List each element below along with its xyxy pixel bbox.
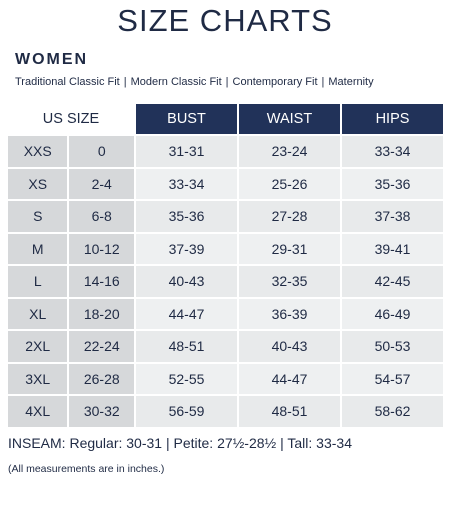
hips-cell: 39-41 [342,233,443,264]
table-row: S 6-8 35-36 27-28 37-38 [8,201,443,232]
bust-cell: 33-34 [136,168,237,199]
header-us-size: US SIZE [8,104,134,134]
hips-cell: 58-62 [342,396,443,427]
bust-cell: 31-31 [136,136,237,167]
size-number-cell: 6-8 [69,201,134,232]
hips-cell: 46-49 [342,298,443,329]
bust-cell: 35-36 [136,201,237,232]
size-label-cell: XS [8,168,68,199]
fit-separator: | [321,76,325,88]
waist-cell: 29-31 [239,233,340,264]
fit-separator: | [123,76,127,88]
size-number-cell: 0 [69,136,134,167]
waist-cell: 25-26 [239,168,340,199]
size-label-cell: XXS [8,136,68,167]
hips-cell: 42-45 [342,266,443,297]
table-header-row: US SIZE BUST WAIST HIPS [8,104,443,134]
size-number-cell: 10-12 [69,233,134,264]
waist-cell: 44-47 [239,363,340,394]
waist-cell: 32-35 [239,266,340,297]
size-number-cell: 14-16 [69,266,134,297]
measurement-note: (All measurements are in inches.) [8,463,165,475]
header-hips: HIPS [342,104,443,134]
size-number-cell: 22-24 [69,331,134,362]
fit-list: Traditional Classic Fit | Modern Classic F… [15,76,374,88]
bust-cell: 40-43 [136,266,237,297]
hips-cell: 33-34 [342,136,443,167]
size-number-cell: 30-32 [69,396,134,427]
table-row: 4XL 30-32 56-59 48-51 58-62 [8,396,443,427]
table-row: L 14-16 40-43 32-35 42-45 [8,266,443,297]
size-label-cell: M [8,233,68,264]
bust-cell: 37-39 [136,233,237,264]
size-label-cell: 3XL [8,363,68,394]
waist-cell: 23-24 [239,136,340,167]
size-label-cell: 4XL [8,396,68,427]
table-row: XXS 0 31-31 23-24 33-34 [8,136,443,167]
waist-cell: 48-51 [239,396,340,427]
page-title: SIZE CHARTS [117,3,333,38]
bust-cell: 56-59 [136,396,237,427]
hips-cell: 54-57 [342,363,443,394]
waist-cell: 27-28 [239,201,340,232]
size-chart-table: US SIZE BUST WAIST HIPS XXS 0 31-31 23-24 33… [6,102,445,429]
header-bust: BUST [136,104,237,134]
hips-cell: 37-38 [342,201,443,232]
waist-cell: 36-39 [239,298,340,329]
size-label-cell: 2XL [8,331,68,362]
bust-cell: 52-55 [136,363,237,394]
section-heading-women: WOMEN [15,51,89,68]
size-label-cell: L [8,266,68,297]
header-waist: WAIST [239,104,340,134]
size-number-cell: 26-28 [69,363,134,394]
fit-separator: | [225,76,229,88]
bust-cell: 48-51 [136,331,237,362]
bust-cell: 44-47 [136,298,237,329]
table-row: XL 18-20 44-47 36-39 46-49 [8,298,443,329]
fit-modern-classic: Modern Classic Fit [130,76,222,88]
fit-maternity: Maternity [328,76,374,88]
table-row: XS 2-4 33-34 25-26 35-36 [8,168,443,199]
size-label-cell: XL [8,298,68,329]
table-row: 3XL 26-28 52-55 44-47 54-57 [8,363,443,394]
table-row: M 10-12 37-39 29-31 39-41 [8,233,443,264]
waist-cell: 40-43 [239,331,340,362]
inseam-info: INSEAM: Regular: 30-31 | Petite: 27½-28½… [8,435,352,451]
size-label-cell: S [8,201,68,232]
hips-cell: 35-36 [342,168,443,199]
table-row: 2XL 22-24 48-51 40-43 50-53 [8,331,443,362]
fit-traditional-classic: Traditional Classic Fit [15,76,120,88]
size-number-cell: 2-4 [69,168,134,199]
fit-contemporary: Contemporary Fit [232,76,318,88]
hips-cell: 50-53 [342,331,443,362]
size-number-cell: 18-20 [69,298,134,329]
